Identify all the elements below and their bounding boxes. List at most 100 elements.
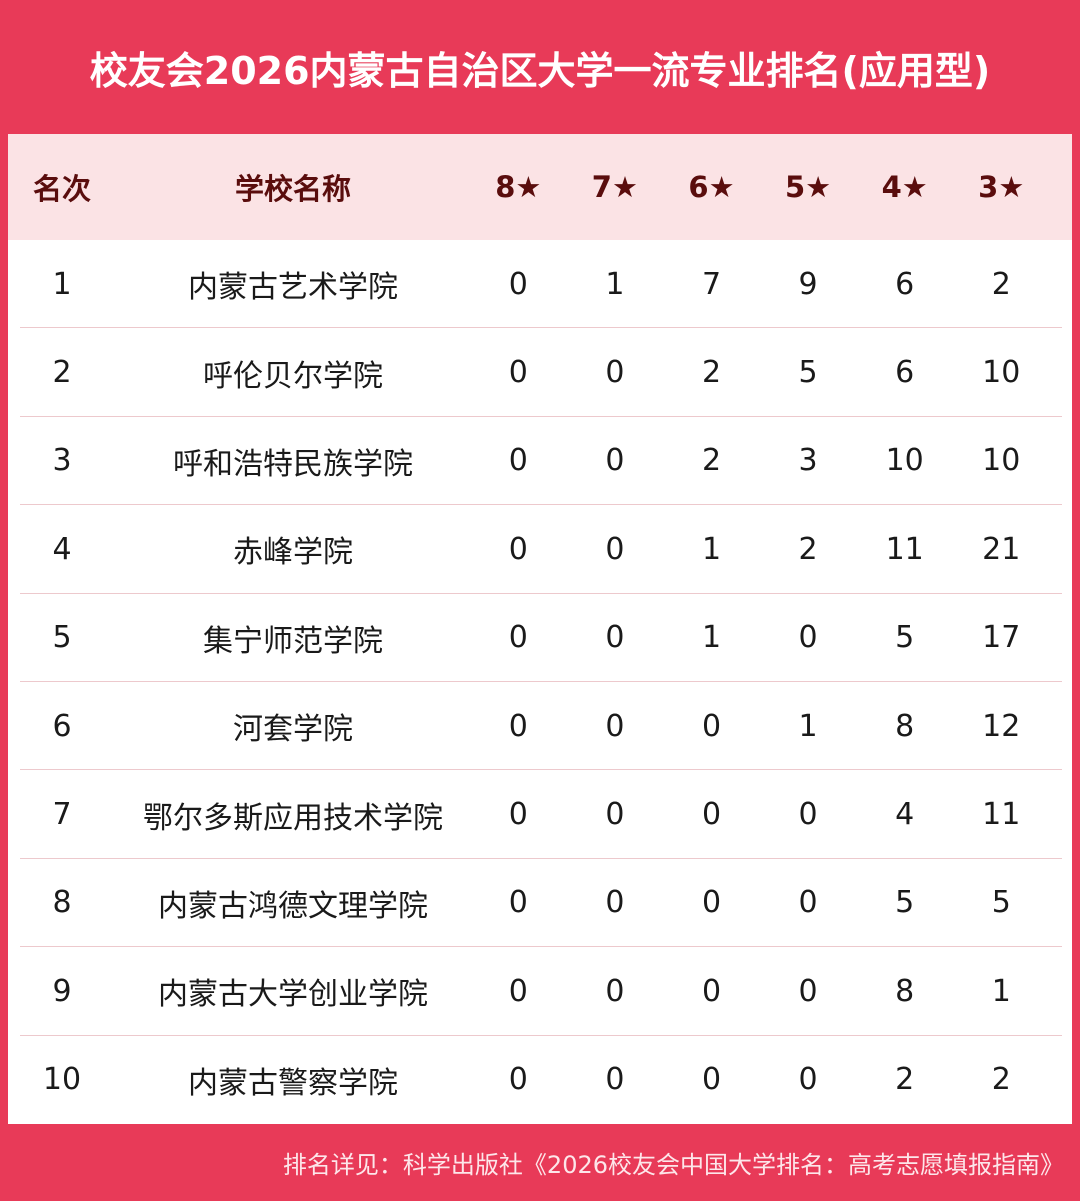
cell-stars-6: 1 [701,620,722,656]
cell-stars-5: 5 [798,355,818,391]
cell-stars-7: 1 [605,266,625,302]
ranking-table: 名次 学校名称 8★ 7★ 6★ 5★ 4★ 3★ 1 内蒙古艺术学院 0 1 7 9 6 2 2 呼伦贝尔学院… [8,134,1072,1124]
cell-stars-5: 2 [798,531,818,567]
cell-stars-4: 2 [895,1062,915,1098]
cell-school-name: 内蒙古艺术学院 [188,270,398,306]
cell-school-name: 内蒙古鸿德文理学院 [158,888,428,924]
column-header-stars-7: 7★ [591,170,638,204]
cell-stars-7: 0 [605,1062,625,1098]
cell-stars-8: 0 [508,355,528,391]
cell-stars-5: 1 [798,708,818,744]
cell-stars-3: 1 [991,973,1011,1009]
cell-school-name: 集宁师范学院 [203,623,383,659]
cell-rank: 3 [52,443,72,479]
cell-stars-7: 0 [605,443,625,479]
cell-rank: 2 [52,355,72,391]
cell-stars-4: 10 [885,443,924,479]
table-header: 名次 学校名称 8★ 7★ 6★ 5★ 4★ 3★ [8,134,1072,240]
table-row: 6 河套学院 0 0 0 1 8 12 [8,682,1072,771]
cell-stars-4: 6 [895,355,915,391]
cell-school-name: 呼伦贝尔学院 [203,358,383,394]
cell-stars-4: 6 [895,266,915,302]
cell-stars-5: 0 [798,797,818,833]
cell-school-name: 鄂尔多斯应用技术学院 [143,800,443,836]
cell-stars-3: 21 [982,531,1021,567]
cell-rank: 6 [52,708,72,744]
cell-stars-3: 17 [982,620,1021,656]
page-title: 校友会2026内蒙古自治区大学一流专业排名(应用型) [89,48,991,93]
cell-stars-6: 0 [701,797,722,833]
cell-school-name: 内蒙古警察学院 [188,1065,398,1101]
cell-stars-6: 1 [701,531,722,567]
cell-rank: 8 [52,885,72,921]
table-row: 8 内蒙古鸿德文理学院 0 0 0 0 5 5 [8,859,1072,948]
cell-stars-8: 0 [508,266,528,302]
cell-stars-8: 0 [508,531,528,567]
cell-stars-5: 0 [798,1062,818,1098]
cell-stars-7: 0 [605,973,625,1009]
cell-school-name: 河套学院 [233,712,353,748]
cell-stars-7: 0 [605,708,625,744]
cell-school-name: 内蒙古大学创业学院 [158,977,428,1013]
cell-stars-6: 0 [701,708,722,744]
cell-stars-7: 0 [605,620,625,656]
cell-stars-5: 0 [798,973,818,1009]
cell-stars-4: 8 [895,708,915,744]
cell-stars-6: 2 [701,355,722,391]
cell-stars-4: 11 [885,531,924,567]
table-body: 1 内蒙古艺术学院 0 1 7 9 6 2 2 呼伦贝尔学院 0 0 2 5 6 10 3 呼和浩特民族学院 0 0 2… [8,240,1072,1124]
cell-rank: 7 [52,797,72,833]
column-header-stars-5: 5★ [784,170,832,204]
cell-rank: 10 [42,1062,82,1098]
cell-stars-4: 5 [895,885,915,921]
cell-stars-7: 0 [605,797,625,833]
cell-stars-3: 10 [982,443,1021,479]
column-header-stars-8: 8★ [495,170,542,204]
cell-stars-8: 0 [508,797,528,833]
cell-stars-3: 2 [991,266,1011,302]
cell-stars-3: 12 [982,708,1021,744]
cell-stars-4: 5 [895,620,915,656]
table-row: 4 赤峰学院 0 0 1 2 11 21 [8,505,1072,594]
cell-stars-3: 5 [991,885,1011,921]
cell-stars-6: 7 [701,266,722,302]
cell-stars-8: 0 [508,885,528,921]
column-header-stars-6: 6★ [688,170,735,204]
column-header-school-name: 学校名称 [234,172,351,206]
cell-stars-7: 0 [605,885,625,921]
cell-stars-3: 11 [982,797,1021,833]
cell-stars-3: 2 [991,1062,1011,1098]
cell-school-name: 赤峰学院 [233,535,353,571]
cell-stars-5: 0 [798,620,818,656]
cell-stars-7: 0 [605,355,625,391]
table-row: 1 内蒙古艺术学院 0 1 7 9 6 2 [8,240,1072,329]
cell-stars-8: 0 [508,443,528,479]
cell-stars-4: 4 [895,797,915,833]
cell-rank: 5 [52,620,72,656]
cell-stars-5: 3 [798,443,818,479]
cell-stars-5: 9 [798,266,818,302]
cell-stars-6: 2 [701,443,722,479]
cell-stars-6: 0 [701,973,722,1009]
cell-stars-8: 0 [508,1062,528,1098]
table-row: 5 集宁师范学院 0 0 1 0 5 17 [8,594,1072,683]
cell-stars-7: 0 [605,531,625,567]
cell-rank: 4 [52,531,72,567]
cell-school-name: 呼和浩特民族学院 [173,446,413,482]
table-row: 10 内蒙古警察学院 0 0 0 0 2 2 [8,1036,1072,1124]
cell-stars-5: 0 [798,885,818,921]
column-header-rank: 名次 [32,172,91,206]
source-note: 排名详见：科学出版社《2026校友会中国大学排名：高考志愿填报指南》 [282,1151,1064,1179]
cell-stars-8: 0 [508,973,528,1009]
table-row: 2 呼伦贝尔学院 0 0 2 5 6 10 [8,328,1072,418]
cell-stars-8: 0 [508,620,528,656]
cell-stars-6: 0 [701,885,722,921]
cell-stars-3: 10 [982,355,1021,391]
cell-rank: 1 [52,266,72,302]
column-header-stars-3: 3★ [978,170,1025,204]
cell-rank: 9 [52,973,72,1009]
table-row: 3 呼和浩特民族学院 0 0 2 3 10 10 [8,417,1072,506]
cell-stars-4: 8 [895,973,915,1009]
cell-stars-6: 0 [701,1062,722,1098]
table-row: 7 鄂尔多斯应用技术学院 0 0 0 0 4 11 [8,770,1072,860]
